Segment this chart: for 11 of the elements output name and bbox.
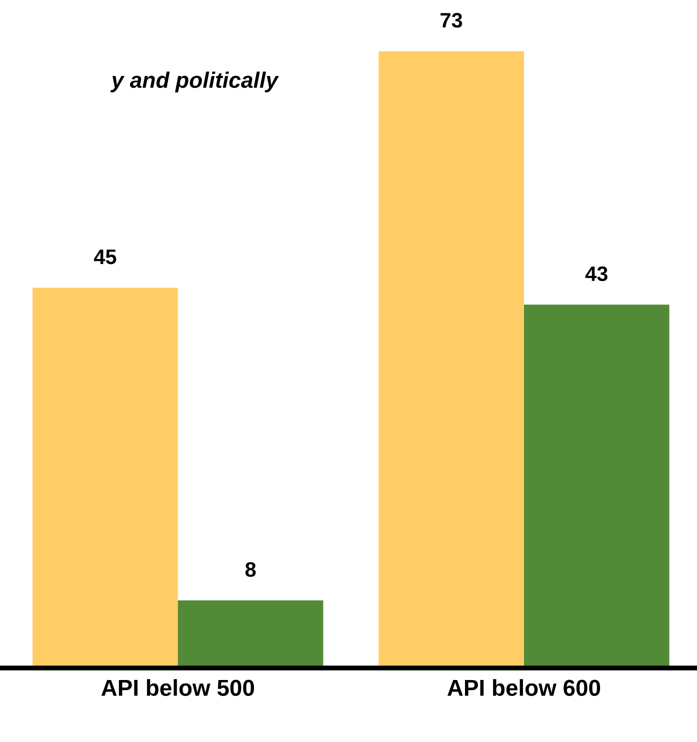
bar bbox=[378, 51, 524, 668]
bar bbox=[178, 600, 324, 668]
data-label: 8 bbox=[245, 562, 256, 577]
data-label: 73 bbox=[440, 12, 462, 28]
bar bbox=[524, 304, 670, 668]
bar bbox=[32, 288, 178, 668]
x-tick-label: API below 500 bbox=[101, 679, 254, 696]
data-label: 45 bbox=[94, 250, 116, 264]
x-tick-label: API below 600 bbox=[447, 679, 600, 696]
text: y and politically bbox=[110, 72, 279, 92]
data-label: 43 bbox=[585, 266, 608, 282]
